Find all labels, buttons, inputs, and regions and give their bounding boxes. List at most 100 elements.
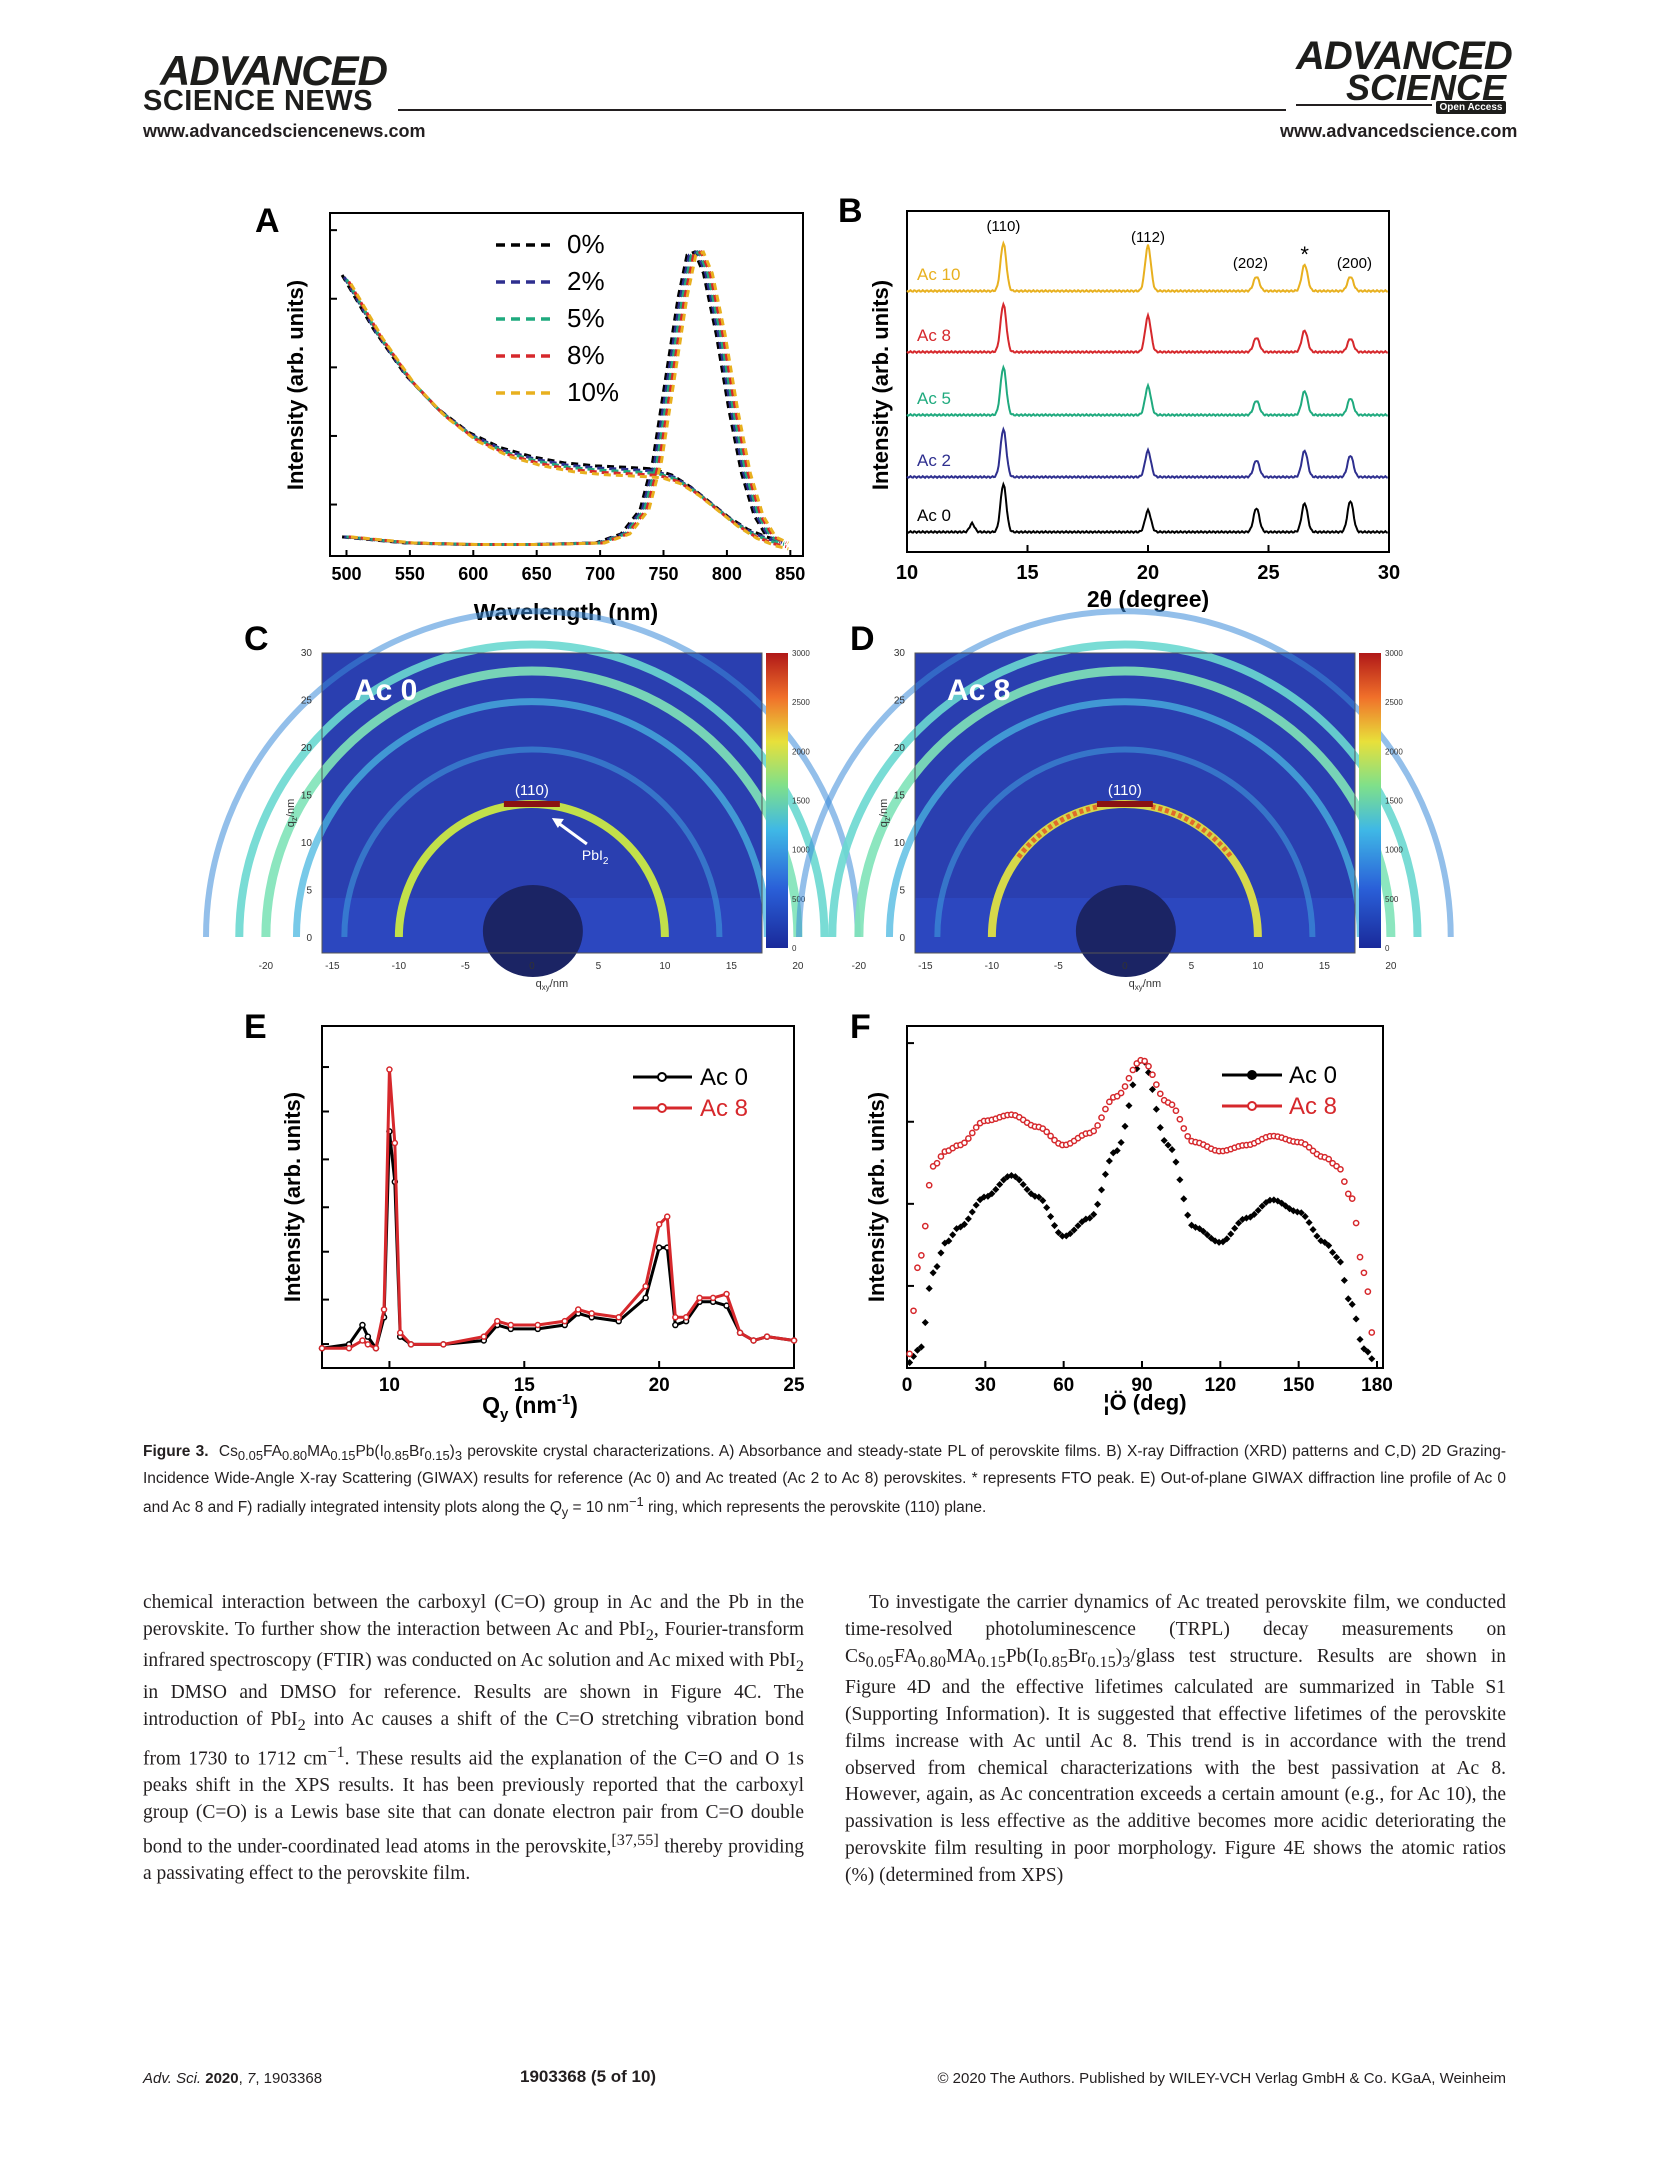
panel-letter-b: B: [838, 192, 863, 230]
diffraction-ring: [235, 640, 829, 938]
x-tick-label-map: -15: [325, 961, 340, 972]
x-tick-label-f: 0: [902, 1375, 913, 1396]
colorbar-label: 2000: [792, 747, 810, 756]
xrd-trace: [906, 240, 1388, 294]
colorbar-label: 1500: [792, 797, 810, 806]
right-logo-rule: [1296, 104, 1432, 106]
colorbar-label: 0: [1385, 944, 1390, 953]
x-tick-label-map: 20: [1385, 961, 1397, 972]
ylabel-b: Intensity (arb. units): [868, 280, 893, 490]
data-point-f: [925, 1284, 933, 1292]
x-tick-label-f: 30: [975, 1375, 996, 1396]
data-point-f: [1329, 1248, 1337, 1256]
data-point-f: [1101, 1170, 1109, 1178]
x-tick-label-a: 500: [331, 564, 361, 584]
pbi2-arrowhead: [551, 818, 564, 828]
legend-marker-f: [1247, 1070, 1257, 1080]
right-url[interactable]: www.advancedscience.com: [1280, 121, 1518, 141]
data-point-f: [1105, 1157, 1113, 1165]
y-tick-label-map: 5: [899, 886, 905, 897]
data-point-e: [723, 1290, 730, 1298]
data-point-e: [386, 1066, 393, 1073]
data-point-f: [1172, 1158, 1180, 1166]
data-point-e: [507, 1321, 515, 1329]
xrd-trace: [906, 426, 1388, 480]
peak-label-b: (112): [1131, 229, 1165, 246]
map-frame: [321, 652, 763, 954]
data-point-e: [642, 1294, 649, 1302]
ring-label: (110): [515, 782, 549, 799]
data-point-e: [561, 1317, 568, 1325]
x-tick-label-b: 10: [896, 562, 918, 584]
ylabel-f: Intensity (arb. units): [864, 1092, 889, 1302]
data-point-f: [1047, 1132, 1054, 1140]
peak-label-b: (110): [986, 218, 1020, 235]
pbi2-label: PbI2: [582, 847, 609, 867]
data-point-e: [318, 1345, 326, 1352]
data-point-f: [1125, 1074, 1133, 1082]
data-point-f: [961, 1139, 968, 1147]
y-tick-label-map: 0: [306, 933, 312, 944]
data-point-f: [1227, 1230, 1235, 1238]
data-point-f: [1019, 1180, 1027, 1189]
data-point-f: [1176, 1115, 1184, 1123]
y-tick-label-map: 10: [894, 838, 906, 849]
left-logo-top: ADVANCED: [160, 47, 388, 94]
x-tick-label-f: 60: [1053, 1375, 1074, 1396]
panel-letter-e: E: [244, 1008, 267, 1046]
data-point-f: [1340, 1276, 1348, 1284]
data-point-e: [364, 1333, 372, 1340]
peak-label-b: (202): [1233, 255, 1268, 272]
y-tick-label-map: 20: [894, 743, 906, 754]
data-point-f: [972, 1124, 980, 1131]
data-point-e: [396, 1329, 404, 1337]
left-url[interactable]: www.advancedsciencenews.com: [143, 121, 426, 141]
data-point-e: [359, 1321, 366, 1329]
absorbance-line: [342, 276, 783, 544]
data-point-f: [1117, 1089, 1125, 1097]
data-point-f: [906, 1350, 913, 1358]
data-point-f: [1184, 1211, 1192, 1219]
x-tick-label-b: 15: [1016, 562, 1038, 584]
data-point-e: [655, 1244, 663, 1251]
pl-line: [346, 250, 785, 546]
xlabel-e: Qy (nm-1): [482, 1391, 578, 1423]
x-tick-label-e: 10: [379, 1375, 400, 1396]
plot-frame-a: [329, 212, 804, 557]
x-tick-label-a: 700: [585, 564, 615, 584]
data-point-f: [1090, 1127, 1098, 1135]
legend-label-a: 5%: [567, 303, 605, 333]
pl-line: [344, 250, 783, 546]
panel-e: E 10 15 20 25 Ac 0 Ac 8 Intensity (arb. unit…: [244, 1008, 805, 1423]
data-point-f: [1180, 1125, 1188, 1132]
data-point-f: [921, 1222, 929, 1230]
data-point-e: [750, 1337, 757, 1344]
y-tick-label-map: 0: [899, 933, 905, 944]
data-point-f: [929, 1269, 937, 1277]
data-point-f: [937, 1249, 945, 1257]
x-tick-label-a: 750: [648, 564, 678, 584]
data-point-e: [682, 1314, 690, 1321]
legend-label-a: 8%: [567, 340, 605, 370]
x-tick-label-map: 15: [1319, 961, 1331, 972]
ylabel-map: qz/nm: [878, 799, 892, 827]
trace-label-b: Ac 5: [917, 389, 951, 408]
colorbar-label: 1000: [1385, 846, 1403, 855]
data-point-f: [996, 1180, 1004, 1189]
panel-a: A 500 550 600 650 700 750 800 850 0% 2% 5% 8% 10% I…: [255, 202, 805, 625]
data-point-e: [345, 1345, 353, 1352]
panel-c: C Ac 0 (110) PbI2 -20 -15 -10 -5 0 5 10 15 20 0 5 10 15…: [203, 608, 861, 992]
colorbar-label: 0: [792, 944, 797, 953]
figure-caption: Figure 3. Cs0.05FA0.80MA0.15Pb(I0.85Br0.…: [143, 1443, 1506, 1520]
data-point-f: [1156, 1090, 1164, 1098]
data-point-f: [1125, 1102, 1133, 1110]
data-point-e: [380, 1306, 388, 1313]
data-point-f: [1352, 1219, 1360, 1227]
ylabel-e: Intensity (arb. units): [280, 1092, 305, 1302]
data-point-f: [1141, 1057, 1148, 1065]
data-point-f: [925, 1181, 933, 1189]
data-point-f: [1344, 1190, 1352, 1198]
trace-label-b: Ac 8: [917, 326, 951, 345]
data-point-e: [723, 1302, 730, 1309]
data-point-e: [709, 1294, 717, 1302]
